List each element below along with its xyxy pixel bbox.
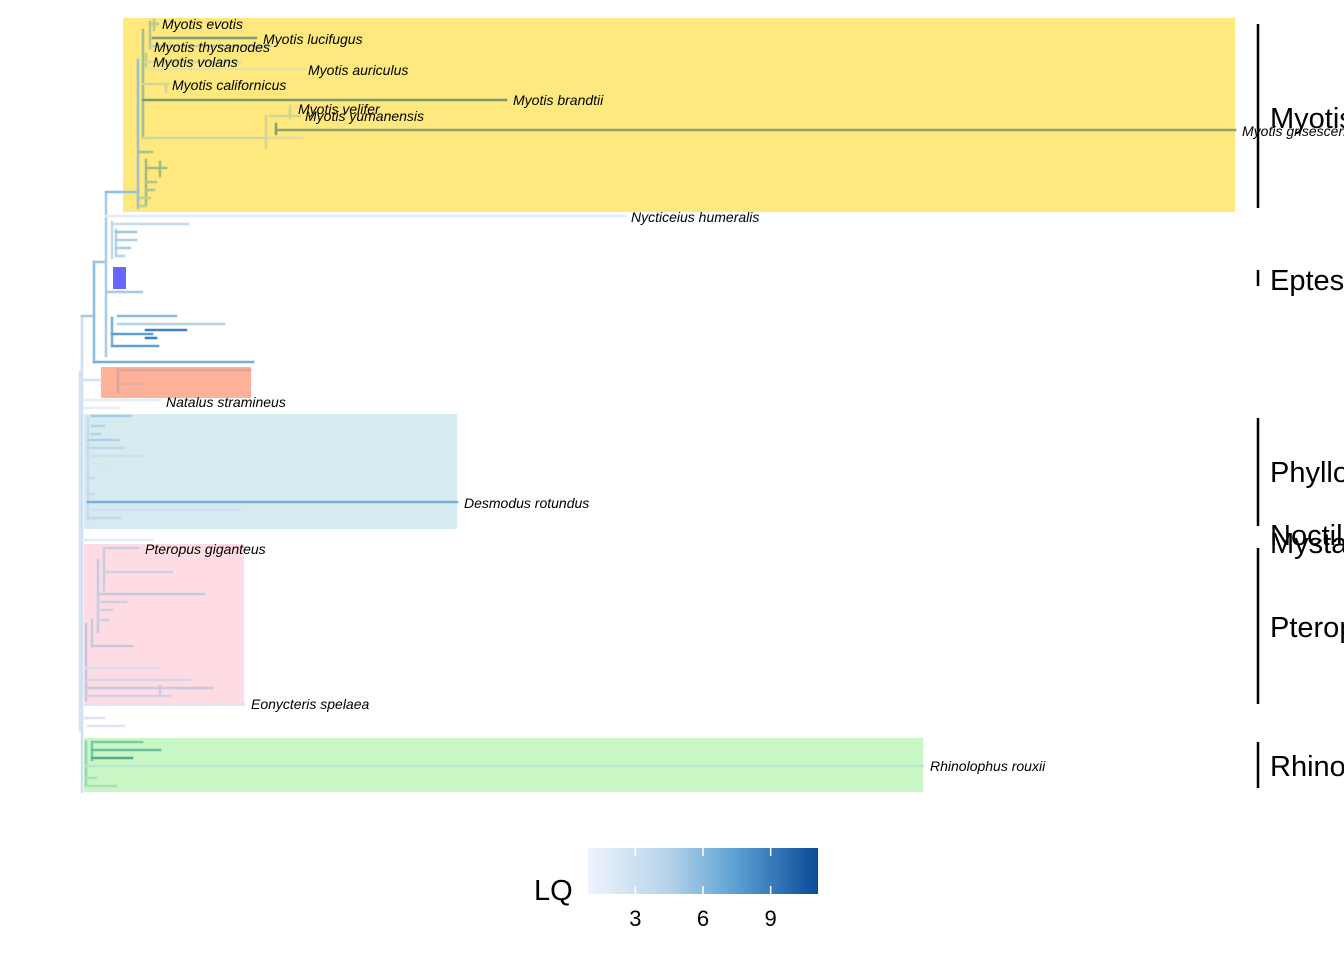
clade-label-phyllostomidae: Phyllostomidae: [1270, 457, 1344, 489]
clade-label-myotis: Myotis: [1270, 103, 1344, 135]
clade-label-mystacinidae: Mystacinidae: [1270, 528, 1344, 560]
tip-label: Pteropus giganteus: [145, 541, 266, 557]
natalidae-highlight: [101, 367, 251, 398]
legend-tick-label: 3: [629, 906, 641, 931]
tip-label: Myotis yumanensis: [305, 108, 424, 124]
tip-label: Myotis evotis: [162, 16, 243, 32]
clade-annotations: Myotis Eptesicus Phyllostomidae Noctilio…: [1256, 24, 1344, 788]
tip-label: Eonycteris spelaea: [251, 696, 370, 712]
tip-label: Myotis brandtii: [513, 92, 604, 108]
tip-label: Desmodus rotundus: [464, 495, 589, 511]
legend-tick-label: 9: [765, 906, 777, 931]
tip-label: Myotis lucifugus: [263, 31, 363, 47]
tip-label: Rhinolophus rouxii: [930, 758, 1046, 774]
clade-label-pteropodidae: Pteropodidae: [1270, 612, 1344, 644]
tip-label: Myotis grisescens: [1242, 123, 1344, 139]
tip-label: Myotis auriculus: [308, 62, 408, 78]
tip-label: Natalus stramineus: [166, 394, 286, 410]
clade-label-rhinolophidae: Rhinolophidae: [1270, 751, 1344, 783]
tip-label: Myotis californicus: [172, 77, 286, 93]
clade-label-noctilionidae: Noctilionidae: [1270, 520, 1344, 552]
myotis-highlight: [123, 18, 1235, 212]
tip-label: Nycticeius humeralis: [631, 209, 759, 225]
pteropodidae-highlight: [84, 544, 244, 706]
tip-label: Myotis volans: [153, 54, 238, 70]
legend-tick-label: 6: [697, 906, 709, 931]
tip-label: Myotis velifer: [298, 101, 381, 117]
tip-label: Myotis thysanodes: [154, 39, 270, 55]
legend-title: LQ: [534, 875, 573, 907]
clade-label-eptesicus: Eptesicus: [1270, 265, 1344, 297]
selected-node-box[interactable]: [113, 267, 126, 289]
tree-branches: [78, 18, 1237, 794]
tip-labels: Myotis evotis Myotis lucifugus Myotis th…: [145, 16, 1344, 774]
phyllostomidae-highlight: [84, 414, 457, 529]
lq-legend: LQ 3 6 9: [534, 848, 818, 931]
legend-ticks: 3 6 9: [629, 848, 777, 931]
